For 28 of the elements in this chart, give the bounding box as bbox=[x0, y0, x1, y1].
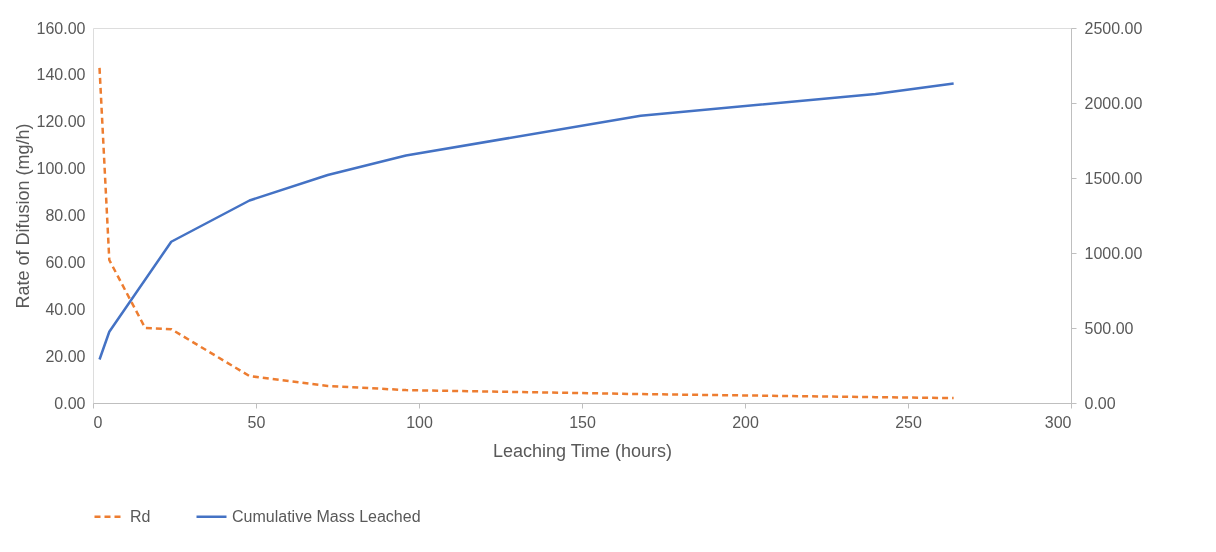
x-tick-label: 250 bbox=[895, 413, 922, 431]
y-tick-label: 120.00 bbox=[36, 113, 86, 131]
x-tick-label: 150 bbox=[569, 413, 596, 431]
y2-tick-label: 1500.00 bbox=[1084, 169, 1143, 187]
y-tick-label: 40.00 bbox=[45, 300, 86, 318]
y-tick-label: 80.00 bbox=[45, 207, 86, 224]
y-tick-label: 140.00 bbox=[36, 66, 86, 84]
y2-tick-label: 0.00 bbox=[1084, 394, 1116, 412]
line-series bbox=[98, 66, 955, 400]
y2-tick-label: 500.00 bbox=[1084, 319, 1134, 337]
y2-tick-label: 1000.00 bbox=[1084, 244, 1143, 262]
y2-tick-label: 2500.00 bbox=[1084, 19, 1143, 37]
x-tick-label: 0 bbox=[93, 413, 103, 431]
legend-label: Cumulative Mass Leached bbox=[232, 507, 421, 525]
y-axis-title: Rate of Difusion (mg/h) bbox=[12, 123, 33, 309]
x-axis-title: Leaching Time (hours) bbox=[492, 440, 673, 461]
x-tick-label: 200 bbox=[732, 413, 759, 431]
x-tick-label: 100 bbox=[406, 413, 433, 431]
x-tick-label: 300 bbox=[1044, 413, 1072, 431]
line-series bbox=[98, 82, 955, 361]
y2-tick-label: 2000.00 bbox=[1084, 94, 1143, 112]
legend-label: Rd bbox=[130, 507, 151, 525]
x-tick-label: 50 bbox=[247, 413, 266, 431]
y-tick-label: 160.00 bbox=[36, 19, 86, 37]
y-tick-label: 60.00 bbox=[45, 253, 86, 271]
y-tick-label: 0.00 bbox=[54, 394, 86, 412]
y-tick-label: 20.00 bbox=[45, 347, 86, 365]
y-tick-label: 100.00 bbox=[36, 160, 86, 178]
